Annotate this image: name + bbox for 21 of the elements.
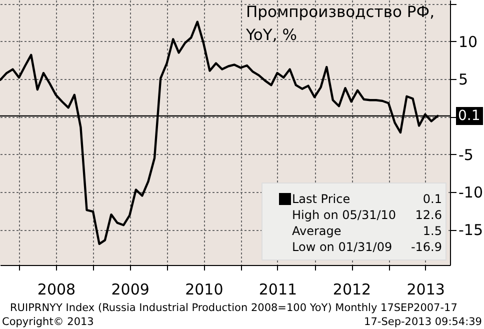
text: Low on 01/31/09 -16.9	[292, 240, 442, 254]
text: 17-Sep-2013 09:54:39	[364, 316, 482, 328]
x-tick-label: 2008	[37, 280, 76, 298]
y-tick-label: 10	[458, 32, 478, 51]
ref-line-label: 0.1	[458, 108, 480, 124]
y-tick-label: 5	[458, 70, 468, 89]
text: RUIPRNYY Index (Russia Industrial Production 2008=100 YoY) Monthly 17SEP2007-17	[10, 302, 458, 314]
x-tick-label: 2011	[258, 280, 298, 298]
x-tick-label: 2012	[332, 280, 372, 298]
legend-label: Last Price	[292, 192, 350, 206]
y-tick-label: -15	[458, 221, 483, 240]
y-tick-label: -5	[458, 146, 474, 164]
x-tick-label: 2013	[406, 280, 445, 298]
text: 0.1	[422, 192, 442, 206]
text: Average 1.5	[292, 224, 442, 238]
text: Промпроизводство РФ, YoY, %	[245, 3, 434, 44]
text: Copyright© 2013	[2, 316, 94, 328]
y-tick-label: -10	[458, 183, 483, 202]
text: High on 05/31/10 12.6	[292, 208, 442, 222]
x-tick-label: 2010	[185, 280, 224, 298]
x-tick-label: 2009	[111, 280, 150, 298]
